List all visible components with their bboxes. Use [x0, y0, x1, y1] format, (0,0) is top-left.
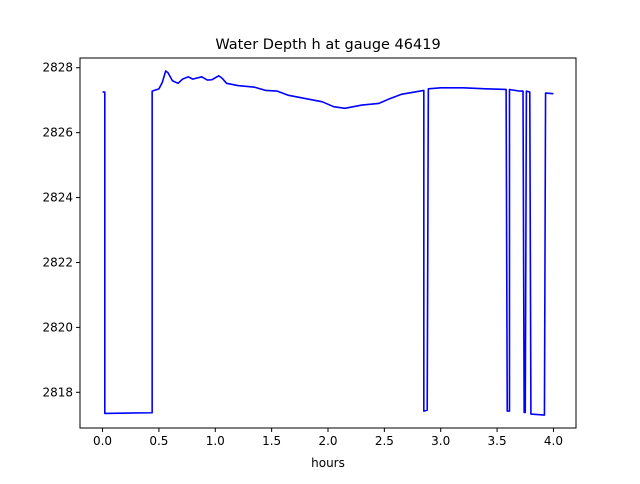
series-layer: [102, 70, 554, 416]
y-tick-label: 2822: [42, 255, 73, 269]
x-tick-label: 1.0: [206, 434, 225, 448]
y-tick-label: 2826: [42, 126, 73, 140]
plot-frame: [79, 57, 577, 429]
x-tick-label: 0.5: [149, 434, 168, 448]
y-tick-label: 2818: [42, 385, 73, 399]
y-tick-label: 2820: [42, 320, 73, 334]
y-tick-label: 2828: [42, 61, 73, 75]
chart-title: Water Depth h at gauge 46419: [215, 37, 440, 53]
x-axis-label: hours: [311, 456, 345, 470]
axes-ticks: 0.0 0.5 1.0 1.5 2.0 2.5 3.0 3.5 4.0 2818 2820 2822 2…: [42, 61, 563, 448]
x-tick-label: 0.0: [93, 434, 112, 448]
series-line: [102, 70, 554, 416]
x-tick-label: 3.0: [431, 434, 450, 448]
x-tick-label: 3.5: [488, 434, 507, 448]
x-tick-label: 1.5: [262, 434, 281, 448]
y-tick-label: 2824: [42, 191, 73, 205]
x-tick-label: 2.5: [375, 434, 394, 448]
x-tick-label: 4.0: [544, 434, 563, 448]
x-tick-label: 2.0: [318, 434, 337, 448]
